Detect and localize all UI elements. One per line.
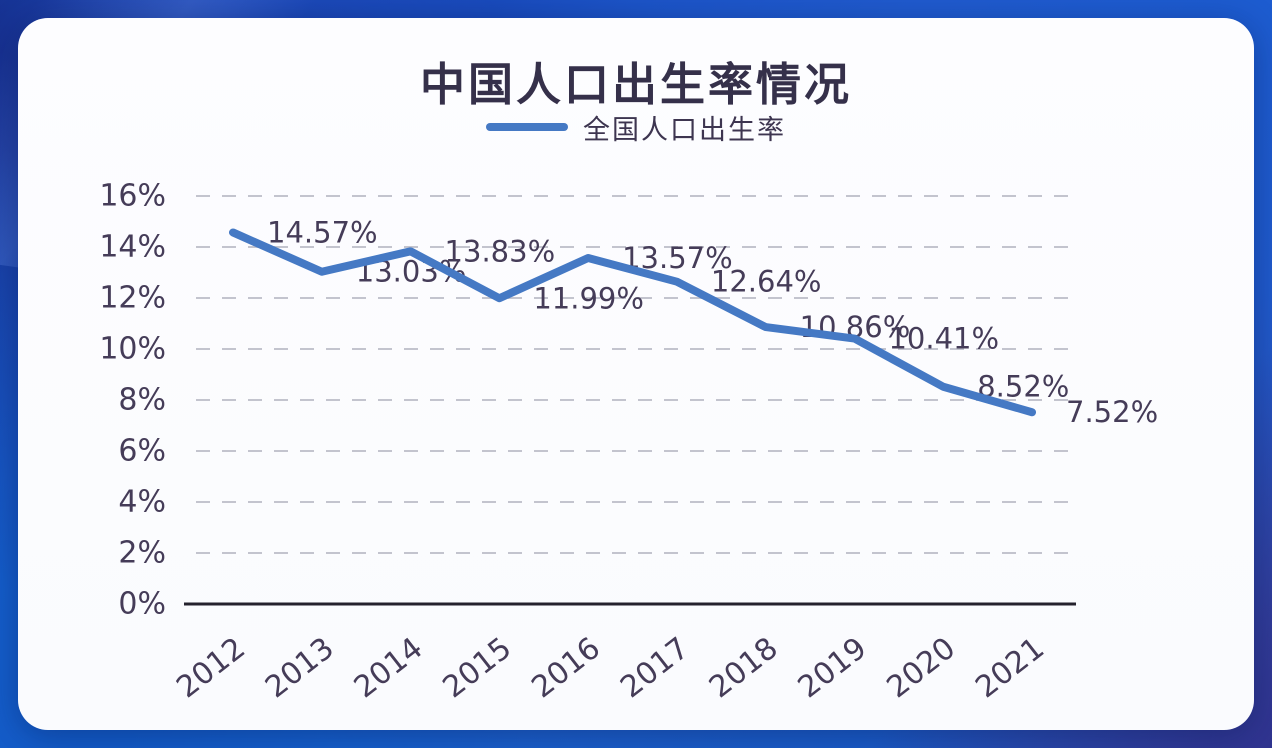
- x-tick-label: 2014: [348, 631, 430, 706]
- series-line: [229, 228, 1037, 417]
- data-point-label: 13.83%: [445, 234, 556, 268]
- y-tick-label: 10%: [99, 332, 166, 367]
- y-tick-label: 12%: [99, 281, 166, 316]
- y-tick-label: 14%: [99, 230, 166, 265]
- x-tick-label: 2012: [170, 631, 252, 706]
- chart-card: 0% 2% 4% 6% 8% 10% 12% 14% 16% 2012 2013 2014 2015 20…: [18, 18, 1254, 730]
- chart-plot-area: 0%2%4%6%8%10%12%14%16%2012 2013 2014 2015 20…: [99, 179, 1158, 706]
- y-tick-label: 0%: [118, 587, 166, 622]
- x-tick-label: 2017: [614, 631, 696, 706]
- x-tick-label: 2016: [525, 631, 607, 706]
- legend-series-label: 全国人口出生率: [583, 114, 786, 146]
- y-tick-label: 2%: [118, 536, 166, 571]
- y-tick-label: 6%: [118, 434, 166, 469]
- x-tick-label: 2021: [969, 631, 1051, 706]
- legend-line-marker: [486, 123, 568, 131]
- x-tick-label: 2020: [880, 631, 962, 706]
- y-tick-label: 4%: [118, 485, 166, 520]
- y-tick-label: 16%: [99, 179, 166, 214]
- x-tick-label: 2015: [437, 631, 519, 706]
- data-point-label: 10.41%: [888, 322, 999, 356]
- x-tick-label: 2013: [259, 631, 341, 706]
- data-point-label: 7.52%: [1066, 395, 1158, 429]
- data-point-label: 11.99%: [533, 281, 644, 315]
- chart-title: 中国人口出生率情况: [419, 58, 852, 111]
- chart-legend: 全国人口出生率: [18, 112, 1254, 146]
- data-point-label: 12.64%: [711, 265, 822, 299]
- y-tick-label: 8%: [118, 383, 166, 418]
- data-point-label: 14.57%: [267, 215, 378, 249]
- x-tick-label: 2019: [792, 631, 874, 706]
- x-tick-label: 2018: [703, 631, 785, 706]
